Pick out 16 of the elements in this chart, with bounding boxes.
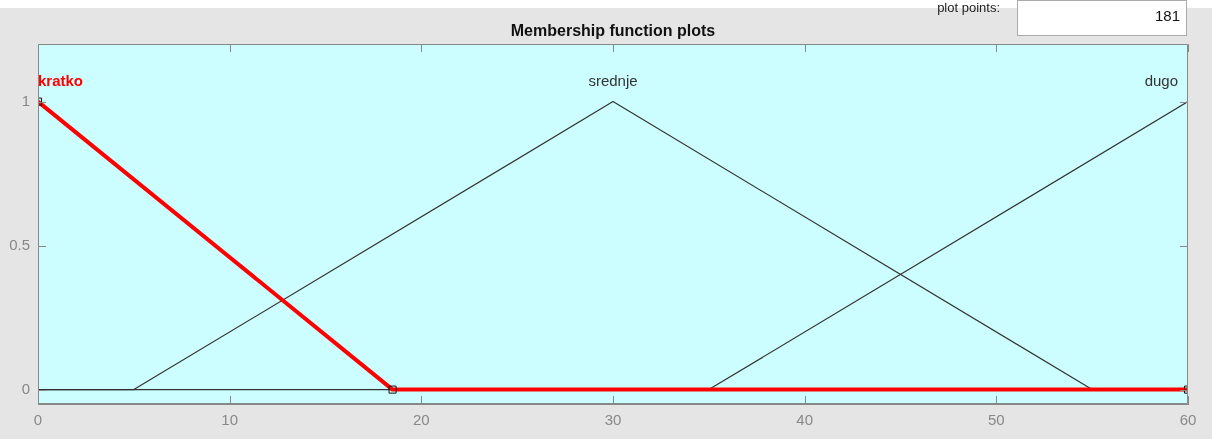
- x-tick-label: 10: [221, 411, 239, 429]
- y-tick-label: 0: [21, 379, 30, 397]
- text: 181: [1017, 0, 1187, 36]
- x-tick-label: 30: [604, 411, 622, 429]
- chart-title: Membership function plots: [510, 22, 716, 40]
- y-tick-label: 0.5: [9, 235, 30, 253]
- x-tick-label: 50: [987, 411, 1005, 429]
- series-label: dugo: [1144, 72, 1178, 90]
- x-tick-label: 60: [1179, 411, 1197, 429]
- x-tick-label: 40: [796, 411, 814, 429]
- y-tick-label: 1: [21, 91, 30, 109]
- x-tick-label: 0: [33, 411, 43, 429]
- x-tick-label: 20: [412, 411, 430, 429]
- series-label: kratko: [38, 72, 84, 90]
- series-label: srednje: [588, 72, 638, 90]
- text: plot points:: [937, 0, 1000, 15]
